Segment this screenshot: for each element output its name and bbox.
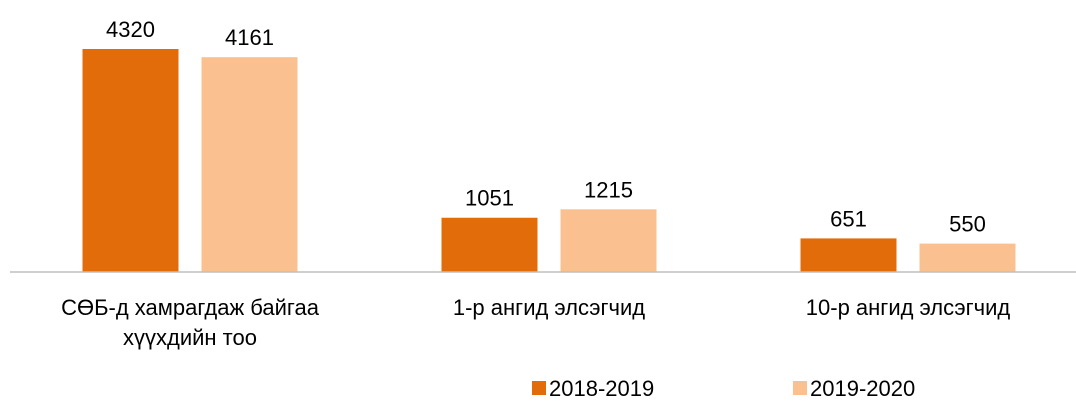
- legend-label: 2019-2020: [810, 376, 915, 401]
- data-label: 4161: [225, 25, 274, 50]
- x-tick-label: 1-р ангид элсэгчид: [452, 295, 646, 320]
- legend-swatch: [532, 381, 546, 395]
- data-label: 651: [830, 206, 867, 231]
- legend-label: 2018-2019: [549, 376, 654, 401]
- bar: [560, 209, 657, 272]
- data-label: 4320: [106, 17, 155, 42]
- legend-swatch: [793, 381, 807, 395]
- x-tick-label: СӨБ-д хамрагдаж байгаа хүүхдийн тоо: [61, 295, 319, 350]
- data-label: 550: [949, 212, 986, 237]
- x-tick-label: 10-р ангид элсэгчид: [805, 295, 1011, 320]
- bar: [82, 49, 179, 272]
- bar: [800, 238, 897, 272]
- data-label: 1215: [584, 177, 633, 202]
- bar: [919, 243, 1016, 272]
- bar: [441, 217, 538, 272]
- data-label: 1051: [465, 186, 514, 211]
- bar: [201, 57, 298, 272]
